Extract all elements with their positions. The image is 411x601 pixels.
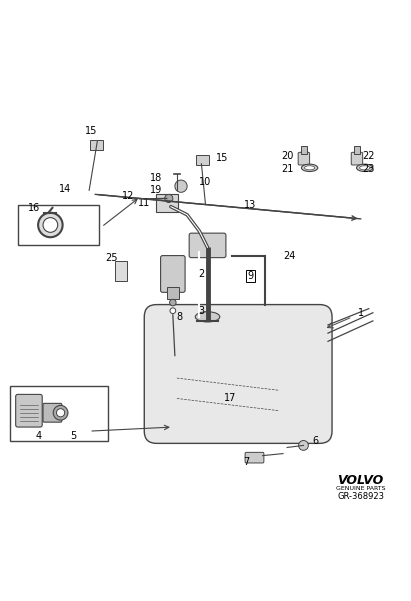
Bar bbox=[18, 204, 99, 245]
FancyBboxPatch shape bbox=[161, 255, 185, 292]
Ellipse shape bbox=[305, 166, 315, 170]
FancyBboxPatch shape bbox=[43, 403, 62, 422]
Circle shape bbox=[38, 213, 62, 237]
Text: 14: 14 bbox=[58, 184, 71, 194]
FancyBboxPatch shape bbox=[245, 453, 264, 463]
FancyBboxPatch shape bbox=[196, 154, 209, 165]
Circle shape bbox=[53, 406, 68, 420]
Text: 20: 20 bbox=[281, 151, 293, 160]
FancyBboxPatch shape bbox=[167, 287, 178, 299]
Text: 4: 4 bbox=[35, 431, 41, 441]
FancyBboxPatch shape bbox=[90, 139, 104, 150]
FancyBboxPatch shape bbox=[189, 233, 226, 258]
Text: GENUINE PARTS: GENUINE PARTS bbox=[336, 486, 386, 491]
Text: 23: 23 bbox=[363, 164, 375, 174]
Ellipse shape bbox=[356, 164, 373, 171]
Text: VOLVO: VOLVO bbox=[337, 474, 384, 487]
Text: 15: 15 bbox=[216, 153, 228, 163]
FancyBboxPatch shape bbox=[298, 152, 309, 165]
Ellipse shape bbox=[360, 166, 370, 170]
Text: 5: 5 bbox=[70, 431, 76, 441]
Circle shape bbox=[56, 409, 65, 417]
Circle shape bbox=[165, 194, 173, 203]
Circle shape bbox=[170, 299, 176, 306]
Text: 12: 12 bbox=[122, 191, 134, 201]
Text: 9: 9 bbox=[247, 271, 254, 281]
FancyBboxPatch shape bbox=[16, 394, 42, 427]
Text: 1: 1 bbox=[358, 308, 364, 318]
Text: 16: 16 bbox=[28, 203, 40, 213]
Text: 17: 17 bbox=[224, 394, 236, 403]
Text: 25: 25 bbox=[105, 252, 118, 263]
Text: 22: 22 bbox=[363, 151, 375, 160]
Text: 13: 13 bbox=[244, 200, 256, 210]
FancyBboxPatch shape bbox=[351, 152, 363, 165]
FancyBboxPatch shape bbox=[354, 146, 360, 154]
Text: 15: 15 bbox=[85, 126, 97, 136]
FancyBboxPatch shape bbox=[156, 194, 178, 212]
Ellipse shape bbox=[301, 164, 318, 171]
Circle shape bbox=[298, 441, 308, 450]
FancyBboxPatch shape bbox=[301, 146, 307, 154]
Text: GR-368923: GR-368923 bbox=[337, 492, 384, 501]
Circle shape bbox=[43, 218, 58, 233]
Text: 2: 2 bbox=[198, 269, 205, 279]
Text: 6: 6 bbox=[313, 436, 319, 447]
Bar bbox=[9, 386, 108, 441]
Text: 19: 19 bbox=[150, 185, 163, 195]
Text: 7: 7 bbox=[243, 457, 249, 467]
FancyBboxPatch shape bbox=[115, 261, 127, 281]
FancyBboxPatch shape bbox=[144, 305, 332, 444]
Circle shape bbox=[170, 308, 175, 314]
Ellipse shape bbox=[195, 312, 220, 322]
Text: 18: 18 bbox=[150, 173, 163, 183]
Text: 10: 10 bbox=[199, 177, 212, 187]
Text: 11: 11 bbox=[138, 198, 150, 207]
Text: 21: 21 bbox=[281, 164, 293, 174]
Text: 8: 8 bbox=[176, 312, 182, 322]
Text: 24: 24 bbox=[283, 251, 296, 261]
Circle shape bbox=[175, 180, 187, 192]
Text: 3: 3 bbox=[199, 306, 205, 316]
